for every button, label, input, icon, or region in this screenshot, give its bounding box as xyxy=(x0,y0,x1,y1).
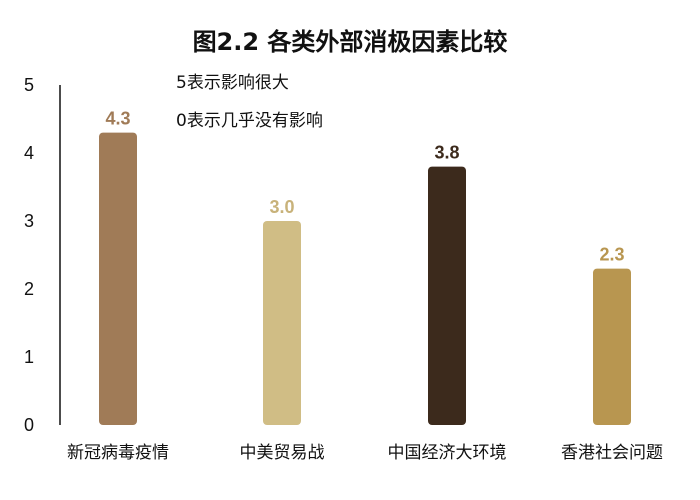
bar-value-label: 3.0 xyxy=(269,197,294,217)
bar xyxy=(428,166,466,425)
y-tick-label: 2 xyxy=(24,279,34,299)
bars-group xyxy=(99,132,631,425)
annotation-low: 0表示几乎没有影响 xyxy=(176,111,323,131)
y-tick-label: 5 xyxy=(24,75,34,95)
y-tick-label: 3 xyxy=(24,211,34,231)
bar xyxy=(99,132,137,425)
chart-title: 图2.2 各类外部消极因素比较 xyxy=(193,28,508,56)
category-labels-group: 新冠病毒疫情 中美贸易战 中国经济大环境 香港社会问题 xyxy=(67,443,663,463)
y-axis-ticks: 0 1 2 3 4 5 xyxy=(24,75,34,435)
y-tick-label: 0 xyxy=(24,415,34,435)
category-label: 中美贸易战 xyxy=(240,443,325,463)
bar xyxy=(263,221,301,425)
chart-annotations: 5表示影响很大 0表示几乎没有影响 xyxy=(176,73,323,131)
bar-value-label: 3.8 xyxy=(434,143,459,163)
y-tick-label: 4 xyxy=(24,143,34,163)
bar-value-label: 2.3 xyxy=(599,245,624,265)
category-label: 中国经济大环境 xyxy=(388,443,507,463)
y-tick-label: 1 xyxy=(24,347,34,367)
bar xyxy=(593,268,631,425)
bar-value-label: 4.3 xyxy=(105,109,130,129)
value-labels-group: 4.3 3.0 3.8 2.3 xyxy=(105,109,624,265)
category-label: 香港社会问题 xyxy=(561,443,663,463)
annotation-high: 5表示影响很大 xyxy=(176,73,289,93)
category-label: 新冠病毒疫情 xyxy=(67,443,169,463)
